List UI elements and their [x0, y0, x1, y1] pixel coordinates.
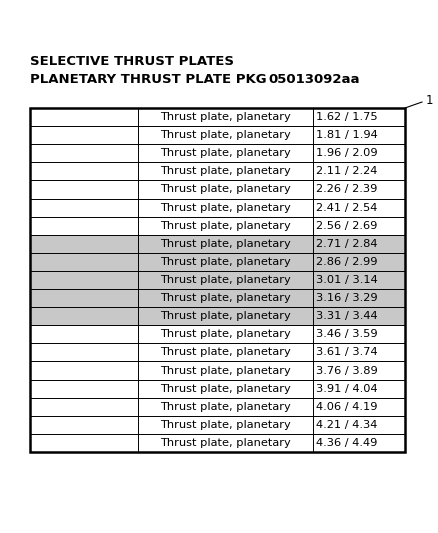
Text: Thrust plate, planetary: Thrust plate, planetary	[160, 438, 291, 448]
Text: Thrust plate, planetary: Thrust plate, planetary	[160, 221, 291, 231]
Text: PLANETARY THRUST PLATE PKG: PLANETARY THRUST PLATE PKG	[30, 73, 267, 86]
Text: 1: 1	[426, 93, 434, 107]
Text: Thrust plate, planetary: Thrust plate, planetary	[160, 420, 291, 430]
Text: 3.16 / 3.29: 3.16 / 3.29	[316, 293, 378, 303]
Text: 1.81 / 1.94: 1.81 / 1.94	[316, 130, 378, 140]
Text: Thrust plate, planetary: Thrust plate, planetary	[160, 203, 291, 213]
Text: Thrust plate, planetary: Thrust plate, planetary	[160, 402, 291, 411]
Text: Thrust plate, planetary: Thrust plate, planetary	[160, 130, 291, 140]
Text: 2.11 / 2.24: 2.11 / 2.24	[316, 166, 378, 176]
Text: 3.76 / 3.89: 3.76 / 3.89	[316, 366, 378, 376]
Text: Thrust plate, planetary: Thrust plate, planetary	[160, 257, 291, 267]
Text: 2.71 / 2.84: 2.71 / 2.84	[316, 239, 378, 249]
Text: Thrust plate, planetary: Thrust plate, planetary	[160, 275, 291, 285]
Text: Thrust plate, planetary: Thrust plate, planetary	[160, 112, 291, 122]
Text: 3.61 / 3.74: 3.61 / 3.74	[316, 348, 378, 358]
Text: 1.62 / 1.75: 1.62 / 1.75	[316, 112, 378, 122]
Text: Thrust plate, planetary: Thrust plate, planetary	[160, 348, 291, 358]
Text: SELECTIVE THRUST PLATES: SELECTIVE THRUST PLATES	[30, 55, 234, 68]
Text: 3.31 / 3.44: 3.31 / 3.44	[316, 311, 378, 321]
Text: Thrust plate, planetary: Thrust plate, planetary	[160, 166, 291, 176]
Bar	[30, 235, 405, 253]
Text: 4.21 / 4.34: 4.21 / 4.34	[316, 420, 378, 430]
Text: Thrust plate, planetary: Thrust plate, planetary	[160, 366, 291, 376]
Text: 3.46 / 3.59: 3.46 / 3.59	[316, 329, 378, 340]
Text: 4.06 / 4.19: 4.06 / 4.19	[316, 402, 378, 411]
Bar	[30, 253, 405, 271]
Bar	[30, 307, 405, 325]
Text: Thrust plate, planetary: Thrust plate, planetary	[160, 184, 291, 195]
Text: Thrust plate, planetary: Thrust plate, planetary	[160, 329, 291, 340]
Text: 2.56 / 2.69: 2.56 / 2.69	[316, 221, 378, 231]
Text: Thrust plate, planetary: Thrust plate, planetary	[160, 311, 291, 321]
Text: 1.96 / 2.09: 1.96 / 2.09	[316, 148, 378, 158]
Text: Thrust plate, planetary: Thrust plate, planetary	[160, 384, 291, 394]
Text: 4.36 / 4.49: 4.36 / 4.49	[316, 438, 378, 448]
Text: 2.41 / 2.54: 2.41 / 2.54	[316, 203, 378, 213]
Text: 3.91 / 4.04: 3.91 / 4.04	[316, 384, 378, 394]
Bar	[30, 289, 405, 307]
Bar	[30, 108, 405, 452]
Text: Thrust plate, planetary: Thrust plate, planetary	[160, 148, 291, 158]
Text: Thrust plate, planetary: Thrust plate, planetary	[160, 293, 291, 303]
Text: 2.26 / 2.39: 2.26 / 2.39	[316, 184, 378, 195]
Text: 2.86 / 2.99: 2.86 / 2.99	[316, 257, 378, 267]
Text: 3.01 / 3.14: 3.01 / 3.14	[316, 275, 378, 285]
Text: 05013092aa: 05013092aa	[268, 73, 360, 86]
Bar	[30, 271, 405, 289]
Text: Thrust plate, planetary: Thrust plate, planetary	[160, 239, 291, 249]
